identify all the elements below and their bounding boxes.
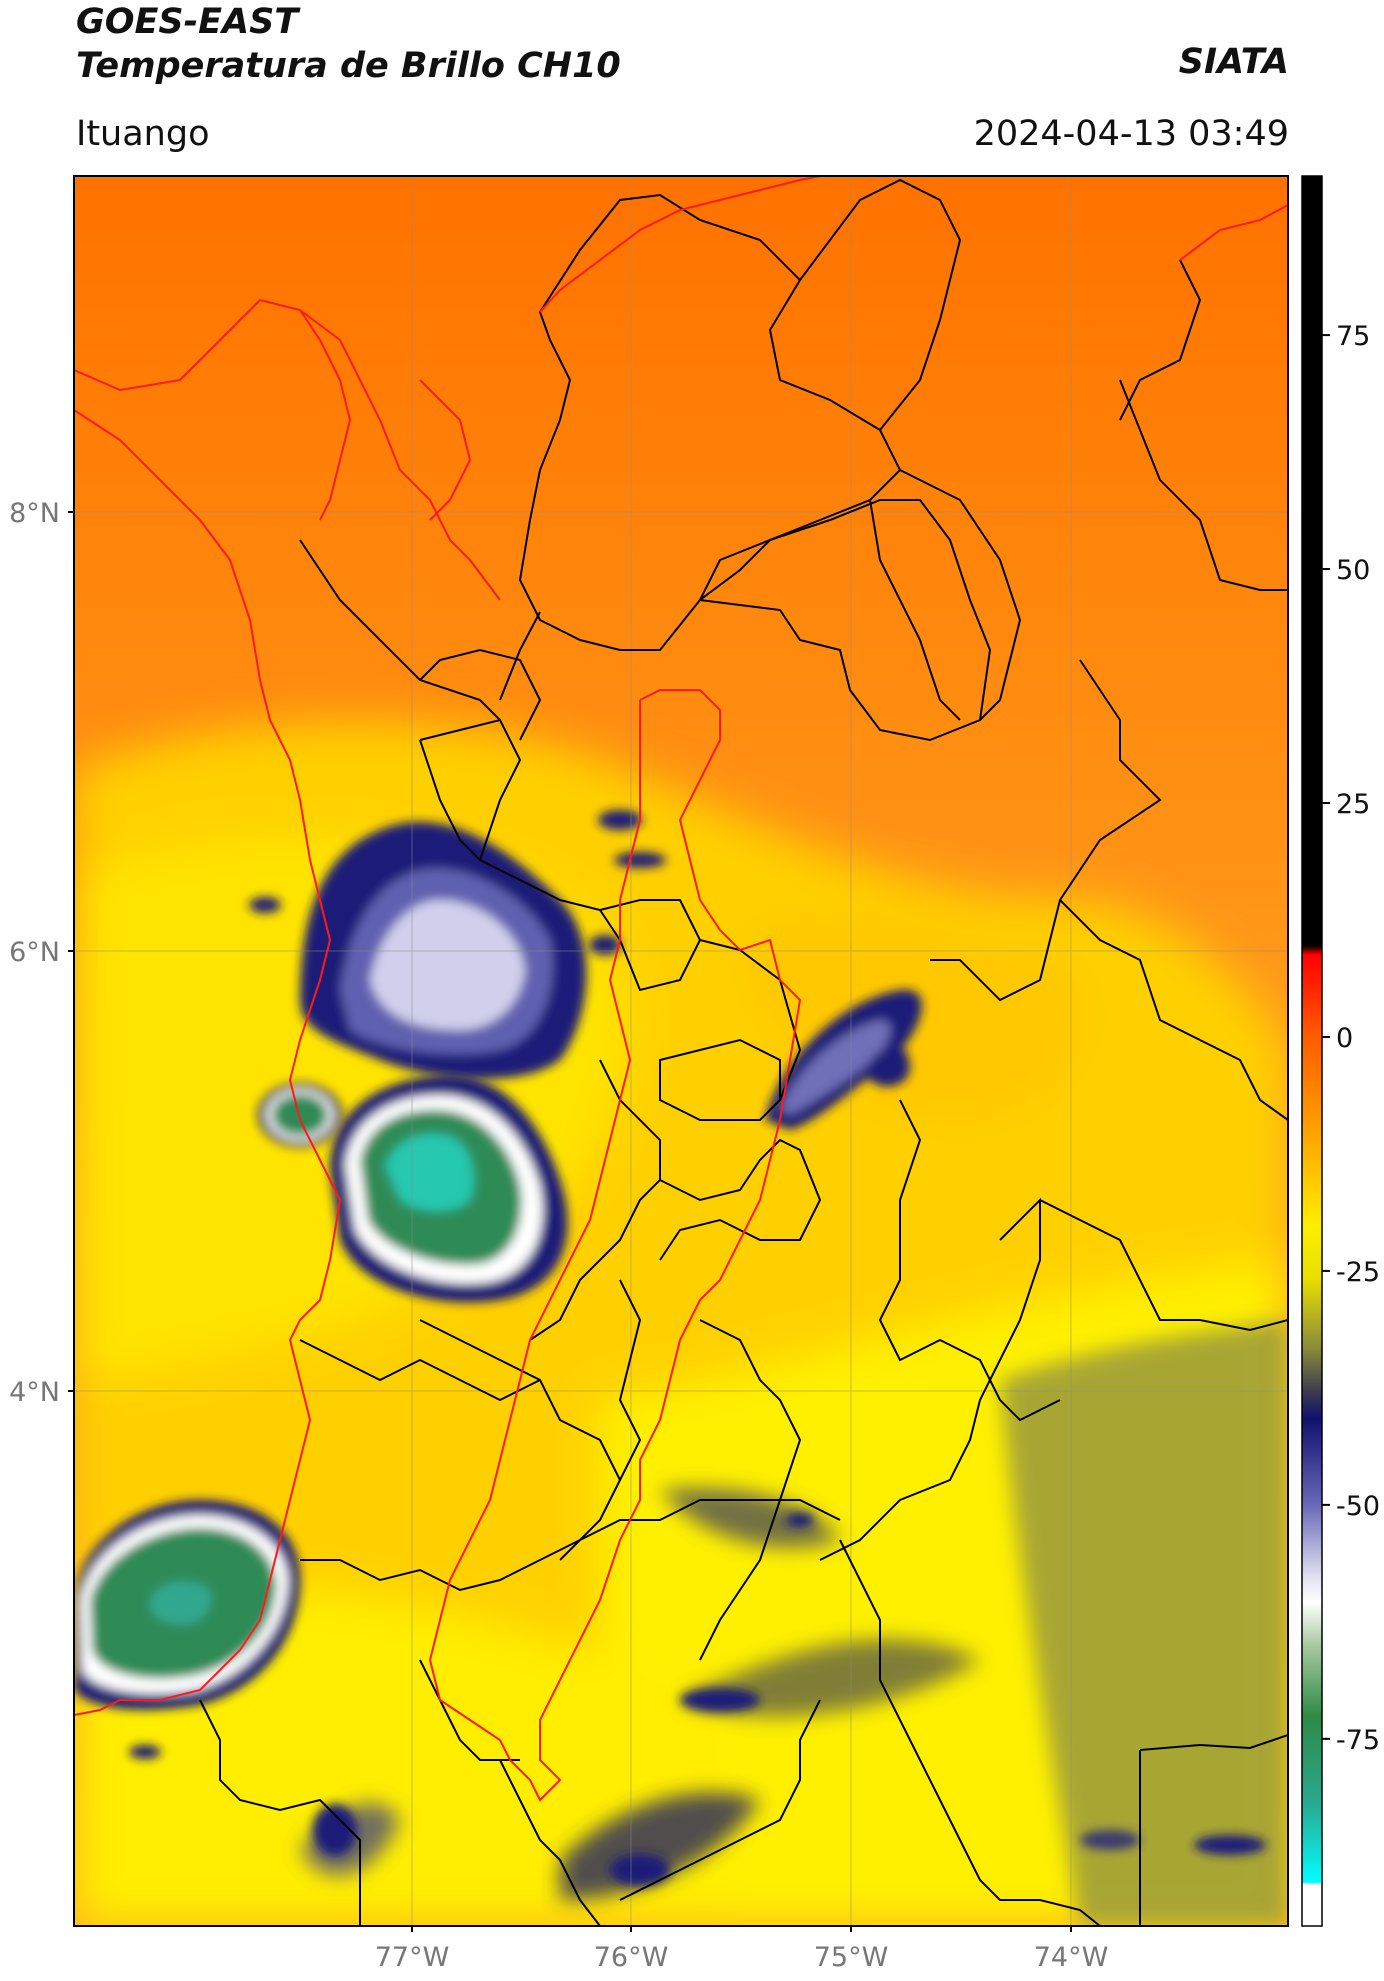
title-line-1: GOES-EAST xyxy=(76,2,299,42)
colorbar-gradient xyxy=(1302,176,1322,1926)
colorbar-tick-label: 50 xyxy=(1336,555,1370,586)
colorbar-tick-label: 25 xyxy=(1336,789,1370,820)
lon-axis: 77°W 76°W 75°W 74°W xyxy=(375,1926,1109,1973)
department-borders xyxy=(199,178,1288,1926)
brand-label: SIATA xyxy=(1178,42,1289,82)
cloud-central xyxy=(330,1074,568,1303)
location-label: Ituango xyxy=(76,114,210,154)
map-frame xyxy=(73,175,1289,1927)
cloud-north xyxy=(300,821,587,1079)
colorbar-frame xyxy=(1301,175,1323,1927)
gridlines xyxy=(74,176,1288,1926)
lat-tick-4: 4°N xyxy=(9,1377,60,1408)
cloud-small-west xyxy=(258,1083,342,1147)
lon-tick-75: 75°W xyxy=(814,1942,889,1973)
olive-field xyxy=(300,1320,1288,1926)
lon-tick-74: 74°W xyxy=(1034,1942,1109,1973)
datetime-label: 2024-04-13 03:49 xyxy=(973,114,1289,154)
cloud-east xyxy=(765,989,922,1130)
lon-tick-76: 76°W xyxy=(594,1942,669,1973)
colorbar-tick-label: -25 xyxy=(1336,1257,1380,1288)
colorbar-tick-label: -50 xyxy=(1336,1491,1380,1522)
lat-tick-6: 6°N xyxy=(9,937,60,968)
title-line-2: Temperatura de Brillo CH10 xyxy=(76,46,621,86)
colorbar: 75 50 25 0 -25 -50 -75 xyxy=(1301,175,1380,1927)
lat-tick-8: 8°N xyxy=(9,498,60,529)
lon-tick-77: 77°W xyxy=(375,1942,450,1973)
title-block: GOES-EAST Temperatura de Brillo CH10 xyxy=(76,0,621,88)
cloud-southwest xyxy=(74,1500,300,1710)
colorbar-tick-label: -75 xyxy=(1336,1725,1380,1756)
colorbar-tick-label: 75 xyxy=(1336,321,1370,352)
region-borders-red xyxy=(74,176,1288,1802)
map-area xyxy=(74,176,1288,1926)
lat-axis: 8°N 6°N 4°N xyxy=(9,498,74,1408)
colorbar-tick-label: 0 xyxy=(1336,1023,1353,1054)
colorbar-ticks: 75 50 25 0 -25 -50 -75 xyxy=(1322,321,1380,1756)
